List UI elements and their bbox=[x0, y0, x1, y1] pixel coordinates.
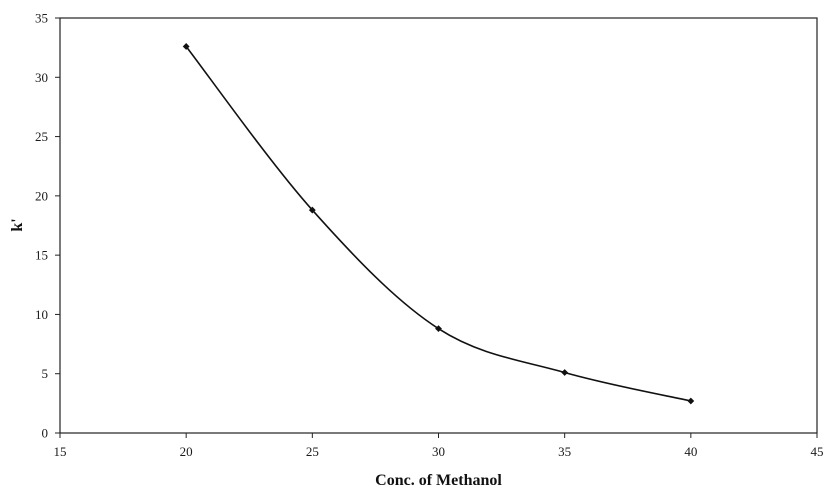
series-layer bbox=[182, 43, 695, 405]
data-point-marker bbox=[308, 206, 316, 214]
y-tick-label: 5 bbox=[42, 366, 49, 381]
y-tick-label: 25 bbox=[35, 129, 48, 144]
x-axis-ticks: 15 20 25 30 35 40 45 bbox=[54, 433, 824, 459]
data-point-marker bbox=[687, 397, 695, 405]
x-tick-label: 30 bbox=[432, 444, 445, 459]
x-tick-label: 25 bbox=[306, 444, 319, 459]
x-tick-label: 45 bbox=[811, 444, 824, 459]
x-tick-label: 40 bbox=[684, 444, 697, 459]
data-point-marker bbox=[561, 369, 569, 376]
series-line bbox=[185, 45, 692, 402]
plot-area bbox=[59, 17, 818, 434]
x-tick-label: 35 bbox=[558, 444, 571, 459]
y-tick-label: 15 bbox=[35, 248, 48, 263]
x-axis-title: Conc. of Methanol bbox=[375, 472, 502, 489]
data-point-marker bbox=[435, 325, 442, 333]
y-tick-label: 10 bbox=[35, 307, 48, 322]
y-tick-label: 0 bbox=[42, 426, 49, 441]
x-tick-label: 20 bbox=[180, 444, 193, 459]
y-tick-label: 20 bbox=[35, 188, 48, 203]
y-tick-label: 35 bbox=[35, 11, 48, 26]
data-point-marker bbox=[182, 43, 190, 50]
y-tick-label: 30 bbox=[35, 70, 48, 85]
y-axis-title: k' bbox=[9, 218, 26, 231]
x-tick-label: 15 bbox=[54, 444, 67, 459]
y-axis-ticks: 0 5 10 15 20 25 30 35 bbox=[35, 11, 60, 441]
